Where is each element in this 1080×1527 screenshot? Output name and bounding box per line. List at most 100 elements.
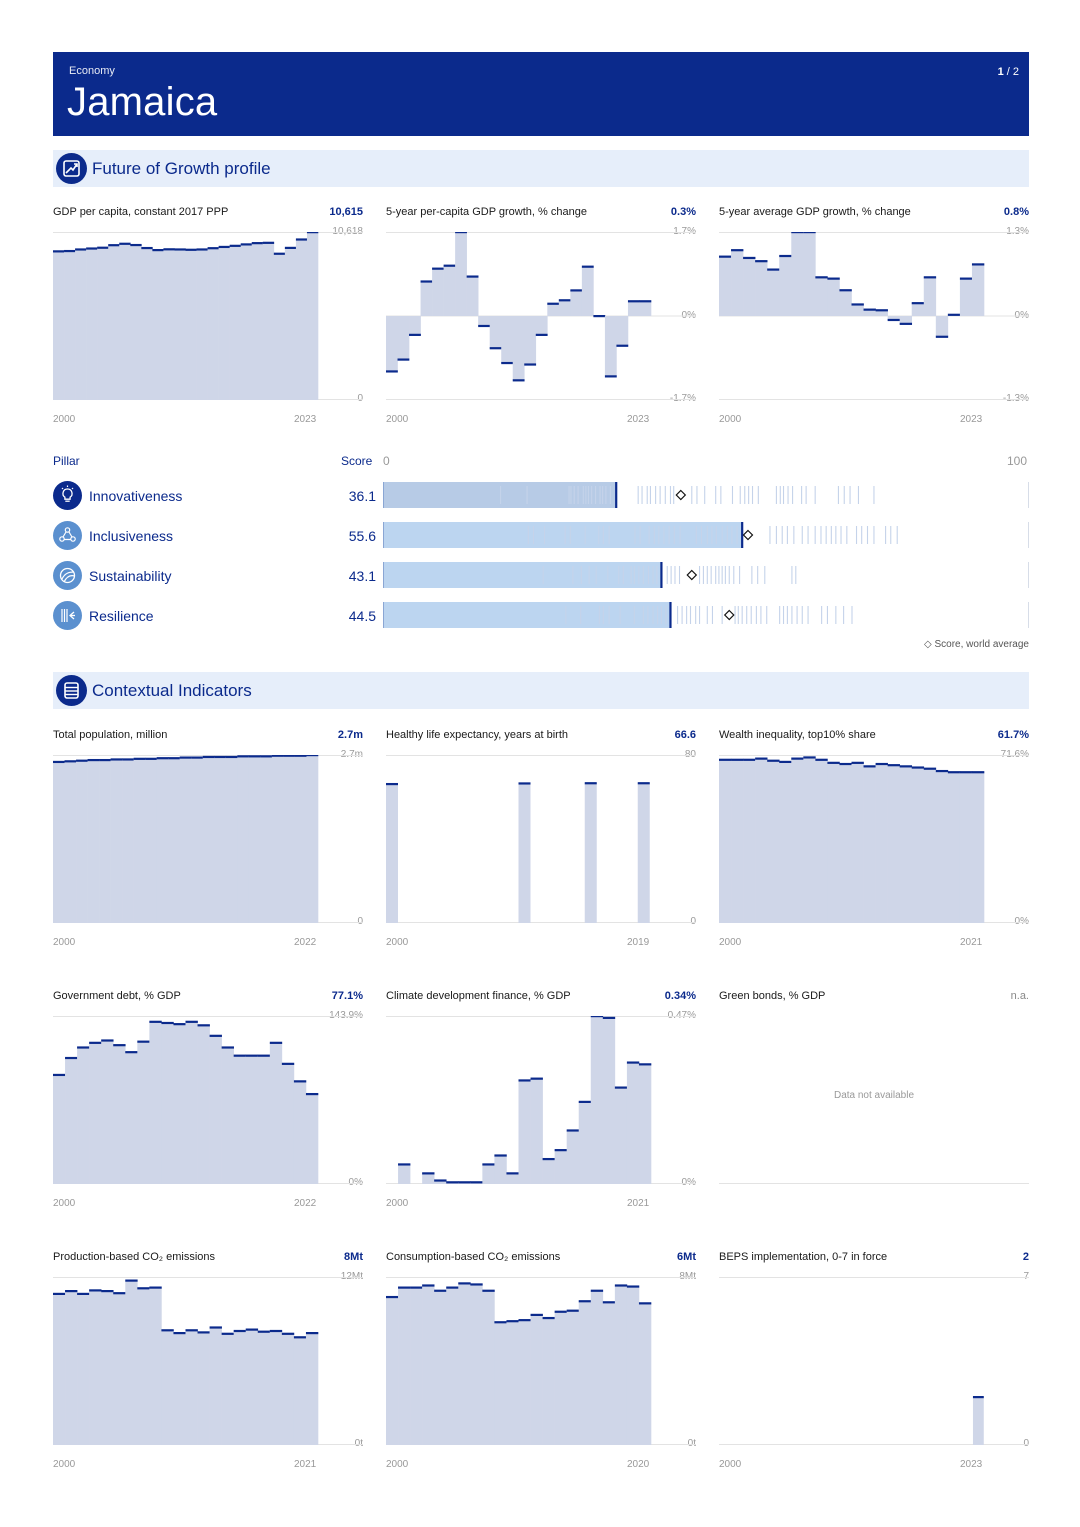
- chart-plot: [719, 755, 1029, 923]
- bar: [755, 758, 768, 923]
- world-average-diamond: [675, 489, 687, 501]
- latest-value: 8Mt: [344, 1251, 363, 1263]
- bar: [269, 1042, 283, 1184]
- bar: [779, 255, 792, 316]
- bar-cap: [626, 1285, 640, 1288]
- bar: [209, 1327, 222, 1445]
- bar: [827, 278, 840, 316]
- bar-cap: [257, 1330, 271, 1333]
- x-end-label: 2020: [627, 1459, 650, 1470]
- bar-cap: [899, 322, 913, 325]
- bar-cap: [218, 245, 230, 249]
- bar: [125, 1052, 138, 1184]
- bar-cap: [458, 1181, 471, 1184]
- latest-value: 61.7%: [997, 729, 1029, 741]
- chart-title: Government debt, % GDP: [53, 990, 181, 1002]
- x-start-label: 2000: [719, 937, 742, 948]
- bar: [137, 1041, 150, 1184]
- bar: [233, 1055, 247, 1184]
- bar-cap: [827, 761, 840, 764]
- bar: [306, 232, 319, 400]
- bar-cap: [719, 758, 732, 761]
- bar: [257, 1331, 271, 1445]
- x-end-label: 2021: [960, 937, 983, 948]
- bar-cap: [803, 756, 816, 759]
- bar: [113, 1045, 126, 1184]
- bar: [614, 1285, 628, 1445]
- panel-avg-gdp-growth: 5-year average GDP growth, % change 0.8% 1…: [719, 206, 1029, 436]
- bar-cap: [604, 375, 617, 378]
- bar-cap: [578, 1100, 592, 1103]
- tick-min-label: 0%: [348, 1177, 363, 1188]
- x-start-label: 2000: [386, 1198, 409, 1209]
- bar-cap: [743, 758, 756, 761]
- pillar-score: 43.1: [348, 568, 376, 584]
- chart-title: 5-year per-capita GDP growth, % change: [386, 206, 587, 218]
- bar-cap: [305, 1092, 319, 1096]
- page-header: Economy Jamaica 1 / 2: [53, 52, 1029, 136]
- bar-cap: [397, 358, 410, 361]
- bar-cap: [731, 249, 744, 252]
- bar-cap: [101, 1290, 114, 1293]
- bar-cap: [237, 755, 250, 758]
- chart-title: Total population, million: [53, 729, 168, 741]
- bar-cap: [482, 1163, 495, 1166]
- panel-government-debt: Government debt, % GDP 77.1% 143.9% 0% 2000 2…: [53, 990, 363, 1220]
- lightbulb-icon: [53, 481, 82, 510]
- page-indicator: 1 / 2: [998, 66, 1019, 78]
- bar-cap: [137, 1040, 150, 1043]
- bar: [305, 1333, 319, 1445]
- bar: [271, 755, 284, 923]
- bar: [494, 1322, 507, 1445]
- bar: [899, 766, 913, 923]
- chart-title: Climate development finance, % GDP: [386, 990, 571, 1002]
- bar-cap: [284, 246, 297, 249]
- bar-cap: [593, 315, 606, 318]
- x-end-label: 2023: [960, 414, 983, 425]
- bar-cap: [434, 1179, 447, 1182]
- bar: [791, 232, 804, 316]
- bar: [293, 1337, 307, 1445]
- bar: [173, 1333, 186, 1445]
- legend-label: Score, world average: [934, 639, 1030, 650]
- bar: [626, 1286, 640, 1445]
- pillar-name: Sustainability: [89, 568, 172, 584]
- bar: [923, 768, 937, 923]
- bar: [959, 772, 973, 923]
- bar: [535, 316, 548, 335]
- people-network-icon: [53, 521, 82, 550]
- bar-cap: [225, 755, 238, 759]
- bar: [225, 756, 238, 923]
- latest-value: 6Mt: [677, 1251, 696, 1263]
- bar-cap: [149, 1020, 162, 1023]
- bar-cap: [626, 1061, 640, 1064]
- bar: [89, 1042, 102, 1184]
- bar: [604, 316, 617, 377]
- bar-cap: [767, 759, 780, 762]
- bar-cap: [53, 760, 65, 764]
- latest-value: 2: [1022, 1251, 1029, 1263]
- bar: [639, 301, 652, 316]
- pillar-bar-chart: [383, 482, 1029, 508]
- bar: [409, 316, 421, 335]
- bar: [863, 766, 876, 923]
- bar-cap: [638, 1063, 652, 1066]
- chart-plot: [53, 1016, 363, 1184]
- bar-cap: [410, 1286, 423, 1289]
- bar: [185, 1330, 198, 1445]
- bar-cap: [149, 1286, 162, 1289]
- pillar-name: Innovativeness: [89, 488, 183, 504]
- panel-gdp-per-capita: GDP per capita, constant 2017 PPP 10,615 1…: [53, 206, 363, 436]
- bar: [558, 300, 571, 316]
- bar-cap: [133, 757, 146, 760]
- tick-min-label: -1.7%: [669, 393, 696, 404]
- bar: [214, 756, 227, 923]
- chart-title: Healthy life expectancy, years at birth: [386, 729, 568, 741]
- bar-cap: [791, 232, 804, 234]
- bar: [524, 316, 537, 365]
- tick-max-label: 7: [1023, 1271, 1029, 1282]
- bar-cap: [214, 755, 227, 759]
- tick-min-label: 0: [357, 916, 363, 927]
- bar-cap: [803, 232, 816, 234]
- bar-cap: [306, 755, 319, 757]
